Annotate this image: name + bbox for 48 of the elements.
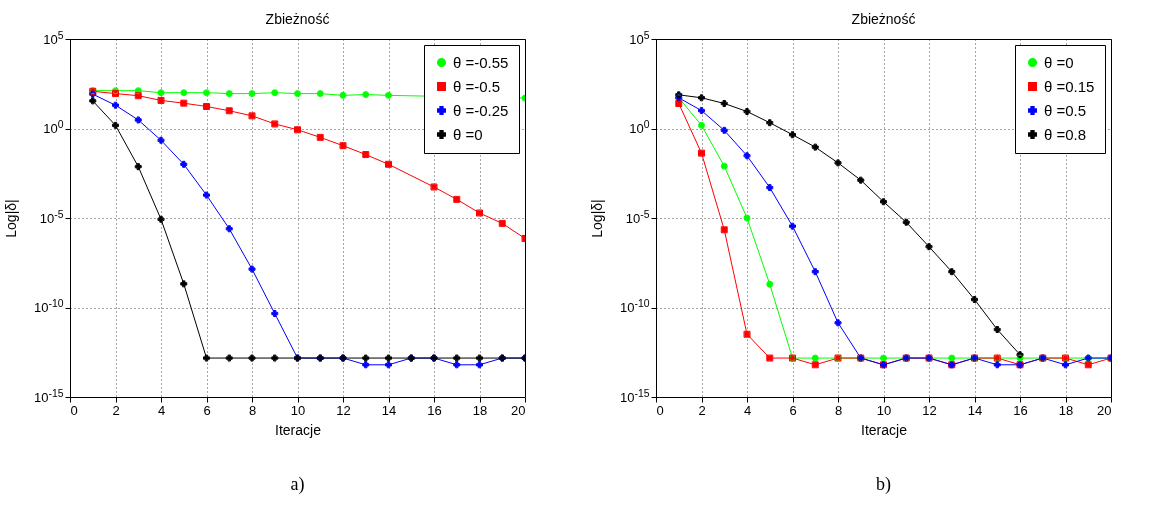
legend-label: θ =-0.5 — [453, 77, 501, 95]
x-tick-label: 2 — [112, 402, 120, 418]
x-tick-label: 12 — [922, 402, 937, 418]
x-tick-label: 6 — [203, 402, 211, 418]
x-tick-label: 8 — [834, 402, 843, 418]
x-tick-label: 8 — [248, 402, 257, 418]
x-tick-label: 14 — [967, 402, 983, 418]
legend-label: θ =-0.25 — [453, 101, 509, 119]
chart-title: Zbieżność — [265, 11, 330, 27]
y-tick-label: 10$^{-5}$ — [625, 208, 650, 226]
text: a) — [290, 474, 305, 495]
legend-label: θ =0 — [453, 125, 483, 143]
text: b) — [876, 474, 891, 495]
y-axis-title: Log|δ| — [2, 199, 19, 238]
x-tick-label: 18 — [472, 402, 488, 418]
x-tick-label: 14 — [381, 402, 397, 418]
legend-label: θ =0.8 — [1044, 125, 1087, 143]
legend-label: θ =0.15 — [1044, 77, 1095, 95]
x-tick-label: 4 — [743, 402, 752, 418]
y-tick-label: 10$^{0}$ — [43, 118, 64, 136]
x-tick-label: 0 — [70, 402, 78, 418]
y-tick-label: 10$^{-15}$ — [34, 387, 64, 405]
x-tick-label: 2 — [698, 402, 706, 418]
legend-label: θ =0.5 — [1044, 101, 1087, 119]
y-tick-label: 10$^{-15}$ — [620, 387, 650, 405]
x-axis-title: Iteracje — [861, 421, 908, 438]
x-tick-label: 10 — [290, 402, 306, 418]
y-tick-label: 10$^{-10}$ — [34, 297, 64, 315]
x-tick-label: 4 — [157, 402, 166, 418]
y-axis-title: Log|δ| — [588, 199, 605, 238]
x-tick-label: 18 — [1058, 402, 1074, 418]
legend-label: θ =-0.55 — [453, 53, 509, 71]
y-tick-label: 10$^{-5}$ — [39, 208, 64, 226]
x-tick-label: 6 — [789, 402, 797, 418]
chart-title: Zbieżność — [851, 11, 916, 27]
x-tick-label: 10 — [876, 402, 892, 418]
x-tick-label: 20 — [511, 402, 526, 418]
x-tick-label: 12 — [336, 402, 351, 418]
y-tick-label: 10$^{0}$ — [629, 118, 650, 136]
x-tick-label: 16 — [1013, 402, 1028, 418]
x-axis-title: Iteracje — [275, 421, 322, 438]
y-tick-label: 10$^{-10}$ — [620, 297, 650, 315]
y-tick-label: 10$^{5}$ — [629, 29, 650, 47]
x-tick-label: 20 — [1097, 402, 1112, 418]
x-tick-label: 0 — [656, 402, 664, 418]
x-tick-label: 16 — [427, 402, 442, 418]
legend-label: θ =0 — [1044, 53, 1074, 71]
y-tick-label: 10$^{5}$ — [43, 29, 64, 47]
